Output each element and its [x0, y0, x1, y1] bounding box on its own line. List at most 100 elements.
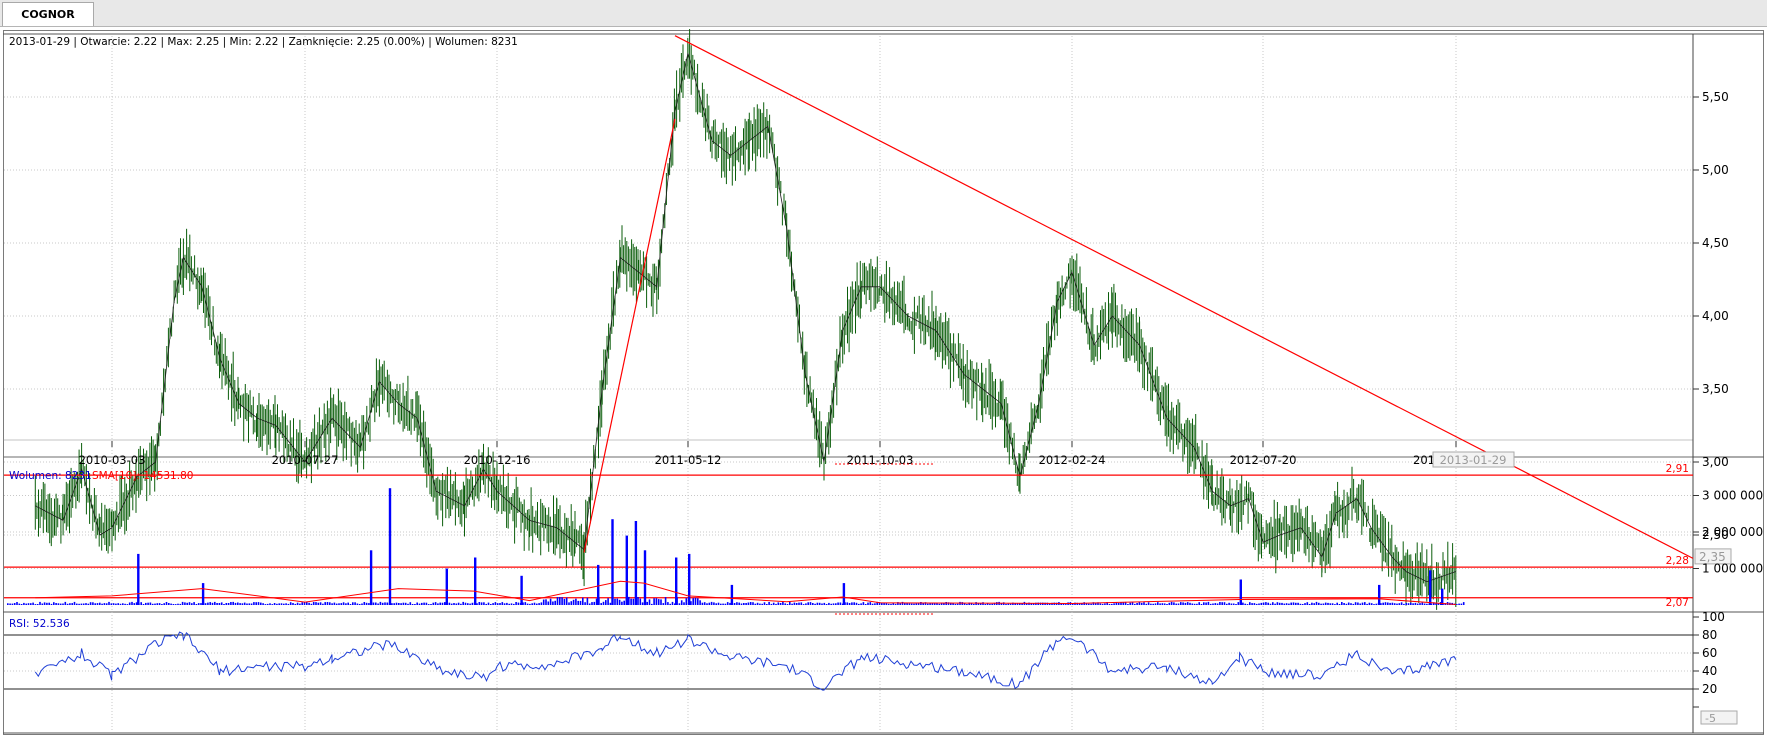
volume-bar	[736, 602, 738, 605]
volume-bar	[1129, 602, 1131, 605]
volume-bar	[117, 603, 119, 605]
volume-bar	[743, 603, 745, 605]
volume-bar	[115, 603, 117, 605]
volume-bar	[582, 597, 584, 605]
volume-bar	[798, 602, 800, 605]
volume-bar	[156, 603, 159, 605]
volume-bar	[646, 601, 648, 605]
volume-bar	[335, 603, 338, 605]
volume-bar	[818, 602, 821, 605]
volume-bar	[1177, 603, 1180, 605]
volume-bar	[149, 602, 152, 605]
volume-bar	[260, 602, 262, 605]
volume-spike	[201, 583, 205, 605]
volume-bar	[1005, 604, 1007, 605]
volume-bar	[418, 603, 421, 605]
volume-bar	[50, 603, 53, 605]
volume-bar	[87, 603, 90, 605]
rsi-tick-label: 60	[1702, 646, 1717, 660]
volume-bar	[703, 602, 706, 605]
volume-bar	[901, 601, 904, 605]
volume-bar	[1410, 602, 1412, 605]
sma-line	[35, 580, 1457, 605]
volume-bar	[57, 603, 60, 605]
volume-bar	[710, 601, 713, 605]
volume-bar	[637, 597, 639, 605]
volume-bar	[1113, 603, 1115, 605]
volume-bar	[1009, 603, 1012, 605]
volume-spike	[597, 564, 600, 605]
volume-bar	[508, 603, 510, 605]
volume-bar	[216, 603, 218, 605]
volume-bar	[552, 601, 554, 605]
volume-bar	[36, 604, 39, 605]
volume-bar	[618, 599, 621, 605]
volume-bar	[763, 602, 766, 605]
volume-bar	[1368, 602, 1371, 605]
volume-bar	[733, 603, 736, 605]
volume-bar	[904, 603, 906, 605]
volume-bar	[1414, 602, 1417, 605]
rsi-tick-label: 80	[1702, 628, 1717, 642]
volume-bar	[667, 602, 669, 605]
volume-bar	[910, 603, 913, 605]
volume-bar	[621, 601, 623, 605]
x-tick-label: 2012-07-20	[1230, 453, 1297, 467]
volume-bar	[11, 603, 14, 605]
volume-bar	[591, 602, 593, 605]
volume-bar	[586, 597, 589, 605]
volume-spike	[1429, 570, 1432, 605]
volume-bar	[1230, 603, 1233, 605]
volume-bar	[993, 602, 996, 605]
volume-bar	[807, 602, 809, 605]
volume-bar	[342, 602, 345, 605]
volume-bar	[80, 603, 83, 605]
volume-bar	[124, 603, 126, 605]
sma-legend: SMA[10]: 14531.80	[92, 470, 193, 482]
volume-bar	[802, 604, 805, 605]
volume-bar	[255, 602, 257, 605]
volume-bar	[683, 602, 685, 605]
volume-bar	[1311, 602, 1313, 605]
volume-bar	[1324, 602, 1327, 605]
volume-bar	[1101, 603, 1104, 605]
volume-bar	[1403, 603, 1405, 605]
volume-bar	[393, 603, 395, 605]
volume-bar	[483, 602, 485, 605]
volume-bar	[1154, 603, 1157, 605]
volume-bar	[1389, 602, 1391, 605]
downtrend-line	[674, 35, 1694, 559]
volume-bar	[899, 603, 901, 605]
rsi-tick-label: -5	[1705, 712, 1716, 725]
volume-bar	[1099, 603, 1102, 605]
volume-bar	[1244, 603, 1246, 605]
volume-bar	[979, 603, 982, 605]
volume-bar	[1136, 603, 1138, 605]
volume-bar	[680, 600, 683, 605]
volume-bar	[759, 603, 761, 605]
volume-bar	[1458, 603, 1460, 605]
volume-bar	[276, 603, 278, 605]
volume-bar	[416, 602, 418, 605]
volume-bar	[1180, 602, 1182, 605]
current-date-box	[1432, 451, 1515, 468]
volume-bar	[349, 604, 352, 605]
volume-bar	[1081, 603, 1083, 605]
volume-bar	[722, 603, 724, 605]
volume-bar	[745, 603, 747, 605]
volume-bar	[924, 602, 927, 605]
volume-bar	[248, 603, 251, 605]
volume-bar	[701, 602, 704, 605]
volume-bar	[1274, 603, 1276, 605]
tab-cognor[interactable]: COGNOR	[2, 2, 94, 26]
volume-bar	[1405, 603, 1407, 605]
volume-bar	[105, 603, 108, 605]
volume-bar	[197, 603, 200, 605]
volume-bar	[973, 604, 975, 605]
volume-bar	[1085, 603, 1088, 605]
volume-bar	[986, 603, 989, 605]
volume-bar	[1334, 604, 1336, 605]
volume-bar	[565, 597, 568, 605]
volume-bar	[1019, 603, 1021, 605]
